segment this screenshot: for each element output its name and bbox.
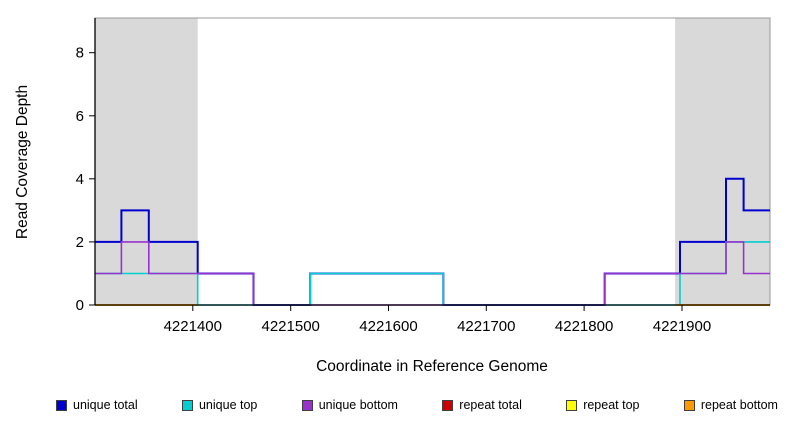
y-tick-label: 6 bbox=[76, 108, 84, 125]
legend-swatch-repeat-bottom bbox=[683, 399, 695, 411]
repeat-region-left-shading bbox=[95, 18, 198, 305]
legend-label: repeat total bbox=[459, 398, 522, 412]
legend-swatch-repeat-top bbox=[566, 399, 578, 411]
legend-label: repeat top bbox=[583, 398, 640, 412]
legend-item-repeat-total: repeat total bbox=[442, 398, 522, 412]
legend-swatch-unique-total bbox=[56, 399, 67, 411]
legend-label: repeat bottom bbox=[700, 398, 778, 412]
legend-label: unique top bbox=[198, 398, 258, 412]
x-tick-label: 4221500 bbox=[261, 318, 319, 335]
legend-label: unique bottom bbox=[318, 398, 398, 412]
x-tick-label: 4221400 bbox=[164, 318, 222, 335]
x-tick-label: 4221700 bbox=[457, 318, 515, 335]
repeat-region-right-shading bbox=[675, 18, 770, 305]
chart-legend: unique total unique top unique bottom repea… bbox=[0, 398, 792, 412]
x-tick-label: 4221800 bbox=[555, 318, 613, 335]
legend-swatch-unique-bottom bbox=[301, 399, 313, 411]
x-axis-title: Coordinate in Reference Genome bbox=[316, 358, 548, 375]
y-tick-label: 8 bbox=[76, 45, 84, 62]
y-tick-label: 4 bbox=[76, 171, 84, 188]
x-tick-label: 4221600 bbox=[359, 318, 417, 335]
legend-swatch-unique-top bbox=[181, 399, 193, 411]
legend-item-repeat-top: repeat top bbox=[566, 398, 639, 412]
y-tick-label: 0 bbox=[76, 297, 84, 314]
legend-label: unique total bbox=[73, 398, 138, 412]
coverage-chart: 4221400 4221500 4221600 4221700 4221800 42219… bbox=[14, 17, 771, 375]
y-tick-label: 2 bbox=[76, 234, 84, 251]
legend-item-unique-bottom: unique bottom bbox=[301, 398, 398, 412]
y-axis-title: Read Coverage Depth bbox=[14, 85, 31, 239]
x-tick-label: 4221900 bbox=[653, 318, 711, 335]
legend-item-unique-total: unique total bbox=[56, 398, 138, 412]
legend-swatch-repeat-total bbox=[442, 399, 454, 411]
legend-item-unique-top: unique top bbox=[181, 398, 258, 412]
legend-item-repeat-bottom: repeat bottom bbox=[683, 398, 778, 412]
